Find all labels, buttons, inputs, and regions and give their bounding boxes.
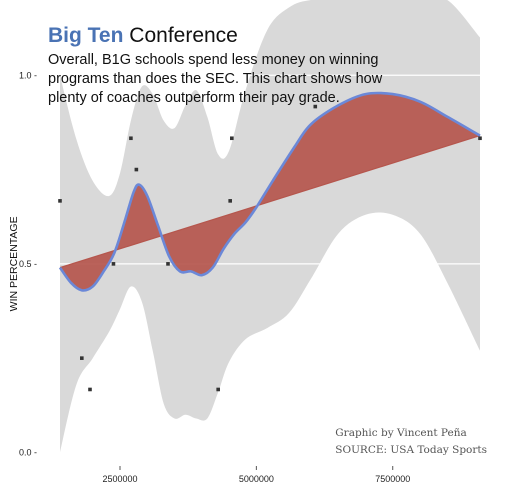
fit-lines-layer <box>58 91 481 292</box>
data-point <box>216 387 220 392</box>
fit-difference-layer <box>60 92 480 291</box>
data-point <box>228 199 232 203</box>
data-point <box>313 104 318 109</box>
loess-curve <box>58 91 481 292</box>
data-point <box>58 199 62 203</box>
data-point <box>478 136 482 141</box>
credit-block: Graphic by Vincent Peña SOURCE: USA Toda… <box>335 425 487 459</box>
credit-author: Graphic by Vincent Peña <box>335 427 467 439</box>
linear-fit-line <box>59 135 481 269</box>
data-point <box>88 387 92 392</box>
title-rest: Conference <box>129 24 238 47</box>
fit-difference-fill <box>60 92 480 291</box>
y-tick-label: 0.5 - <box>19 259 37 269</box>
data-point <box>129 136 133 141</box>
credit-source: SOURCE: USA Today Sports <box>335 444 487 456</box>
x-tick-label: 2500000 <box>102 474 137 484</box>
data-point <box>166 262 170 266</box>
page-subtitle: Overall, B1G schools spend less money on… <box>48 52 383 106</box>
data-point <box>134 167 139 172</box>
axes-layer: 0.0 - 0.5 - 1.0 - 2500000 5000000 7500000 WIN … <box>8 70 410 484</box>
y-axis-label: WIN PERCENTAGE <box>8 216 20 311</box>
page-title: Big Ten Conference <box>48 24 238 48</box>
y-tick-label: 1.0 - <box>19 70 37 80</box>
y-tick-label: 0.0 - <box>19 447 37 457</box>
data-point <box>230 136 234 141</box>
x-tick-label: 5000000 <box>239 474 274 484</box>
data-point <box>80 356 84 360</box>
x-tick-label: 7500000 <box>375 474 410 484</box>
gridlines <box>57 74 480 454</box>
data-point <box>111 262 116 266</box>
data-points-layer <box>58 104 482 392</box>
title-bold: Big Ten <box>48 24 124 47</box>
